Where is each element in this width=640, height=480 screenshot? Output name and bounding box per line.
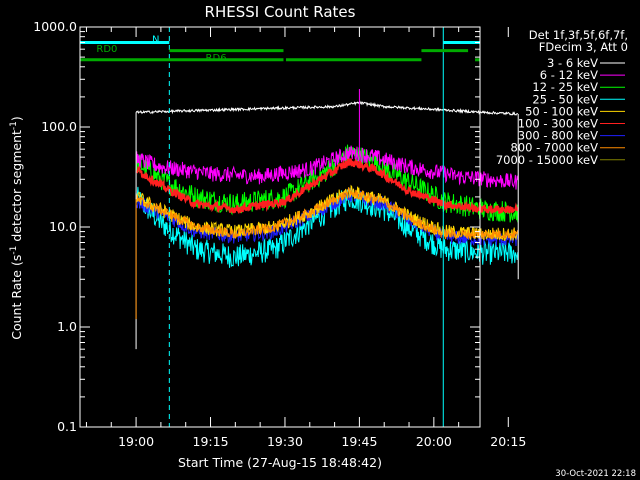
y-tick-label: 1.0 bbox=[57, 319, 77, 334]
y-axis: 0.1 1.0 10.0 100.0 1000.0 bbox=[33, 19, 480, 434]
legend-header-line-1: Det 1f,3f,5f,6f,7f, bbox=[529, 28, 628, 42]
legend: Det 1f,3f,5f,6f,7f, FDecim 3, Att 0 3 - … bbox=[496, 28, 628, 167]
chart-title: RHESSI Count Rates bbox=[205, 3, 356, 21]
annotation-label: RD0 bbox=[96, 44, 117, 55]
legend-label: 12 - 25 keV bbox=[532, 80, 598, 94]
y-tick-label: 10.0 bbox=[49, 219, 77, 234]
legend-label: 50 - 100 keV bbox=[525, 104, 598, 118]
timestamp: 30-Oct-2021 22:18 bbox=[555, 469, 636, 479]
x-tick-label: 19:30 bbox=[267, 434, 303, 449]
series-line bbox=[135, 184, 519, 242]
x-tick-label: 19:15 bbox=[193, 434, 229, 449]
x-tick-label: 19:45 bbox=[341, 434, 377, 449]
series-layer bbox=[135, 88, 519, 350]
series-line bbox=[135, 145, 519, 190]
y-axis-label: Count Rate (s-1 detector segment-1) bbox=[9, 116, 24, 340]
legend-header-line-2: FDecim 3, Att 0 bbox=[539, 40, 628, 54]
legend-label: 7000 - 15000 keV bbox=[496, 153, 598, 167]
legend-label: 6 - 12 keV bbox=[540, 68, 598, 82]
y-tick-label: 1000.0 bbox=[33, 19, 77, 34]
y-tick-label: 0.1 bbox=[57, 419, 77, 434]
y-label-a: Count Rate (s bbox=[9, 255, 24, 340]
x-tick-label: 20:15 bbox=[490, 434, 526, 449]
legend-label: 800 - 7000 keV bbox=[510, 141, 598, 155]
legend-label: 3 - 6 keV bbox=[547, 56, 598, 70]
x-axis-label: Start Time (27-Aug-15 18:48:42) bbox=[178, 455, 382, 470]
x-tick-label: 20:00 bbox=[416, 434, 452, 449]
series-line bbox=[135, 158, 519, 215]
y-tick-label: 100.0 bbox=[41, 119, 77, 134]
series-line bbox=[135, 100, 519, 116]
x-tick-label: 19:00 bbox=[118, 434, 154, 449]
y-label-mid: detector segment bbox=[9, 130, 24, 246]
annotation-label: N bbox=[152, 34, 159, 45]
annotation-label: RD6 bbox=[206, 53, 227, 64]
series-line bbox=[135, 187, 519, 240]
legend-label: 25 - 50 keV bbox=[532, 92, 598, 106]
y-label-sup: -1 bbox=[9, 246, 19, 255]
legend-label: 100 - 300 keV bbox=[518, 117, 598, 131]
x-axis: 19:00 19:15 19:30 19:45 20:00 20:15 bbox=[85, 27, 526, 449]
y-label-sup2: -1 bbox=[9, 121, 19, 130]
legend-label: 300 - 800 keV bbox=[518, 129, 598, 143]
y-label-end: ) bbox=[9, 116, 24, 121]
